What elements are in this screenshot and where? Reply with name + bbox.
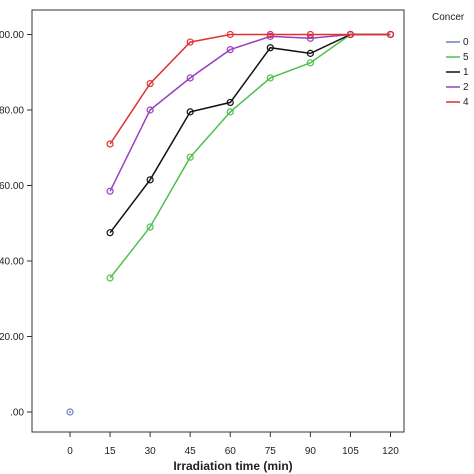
data-point xyxy=(146,106,154,114)
y-tick-label: 40.00 xyxy=(0,257,24,268)
y-tick-label: 60.00 xyxy=(0,181,24,192)
x-tick-label: 15 xyxy=(105,446,117,457)
plot-frame xyxy=(31,9,405,433)
x-tick-label: 30 xyxy=(145,446,157,457)
data-point xyxy=(226,45,234,54)
y-tick-label: 80.00 xyxy=(0,106,24,117)
legend: Concer 0 5 1 2 4 xyxy=(432,12,469,108)
legend-title: Concer xyxy=(432,12,465,23)
data-point xyxy=(306,59,314,67)
legend-label: 2 xyxy=(463,82,469,93)
series-5 xyxy=(106,30,395,282)
data-point xyxy=(146,79,154,88)
data-point xyxy=(226,108,234,116)
data-point xyxy=(146,176,154,184)
x-tick-label: 120 xyxy=(382,446,399,457)
data-point xyxy=(266,74,274,82)
series-layer xyxy=(66,30,395,416)
x-tick-label: 105 xyxy=(342,446,359,457)
series-line xyxy=(109,33,391,145)
data-point xyxy=(186,108,194,116)
series-line xyxy=(109,33,391,234)
plot-area xyxy=(31,9,405,433)
data-point-center xyxy=(69,411,71,413)
x-tick-label: 0 xyxy=(67,446,73,457)
data-point xyxy=(186,38,194,46)
axes: 0 15 30 45 60 75 90 105 120 .00 20.00 40.00 60.00 80.… xyxy=(0,30,399,473)
data-point xyxy=(146,223,154,231)
data-point xyxy=(266,44,274,52)
data-point xyxy=(106,187,114,195)
x-axis-title: Irradiation time (min) xyxy=(173,459,292,473)
data-point xyxy=(346,30,355,39)
data-point xyxy=(106,274,114,282)
series-line xyxy=(109,33,391,279)
data-point xyxy=(266,30,274,39)
data-point xyxy=(226,30,234,39)
y-tick-label: 20.00 xyxy=(0,332,24,343)
data-point xyxy=(386,30,395,39)
legend-label: 4 xyxy=(463,97,469,108)
data-point xyxy=(186,153,194,161)
data-point xyxy=(306,30,314,39)
x-tick-label: 75 xyxy=(265,446,277,457)
data-point xyxy=(186,74,194,82)
series-4 xyxy=(106,30,395,148)
y-tick-label: 100.00 xyxy=(0,30,24,41)
y-tick-label: .00 xyxy=(10,408,24,419)
legend-label: 0 xyxy=(463,37,469,48)
data-point xyxy=(306,49,314,57)
data-point xyxy=(306,34,314,42)
x-tick-label: 60 xyxy=(225,446,237,457)
x-tick-label: 45 xyxy=(185,446,197,457)
data-point xyxy=(226,98,234,107)
legend-label: 1 xyxy=(463,67,469,78)
data-point xyxy=(66,408,74,416)
legend-label: 5 xyxy=(463,52,469,63)
data-point xyxy=(106,140,114,148)
data-point xyxy=(106,229,114,237)
series-0 xyxy=(66,408,74,416)
x-tick-label: 90 xyxy=(305,446,317,457)
